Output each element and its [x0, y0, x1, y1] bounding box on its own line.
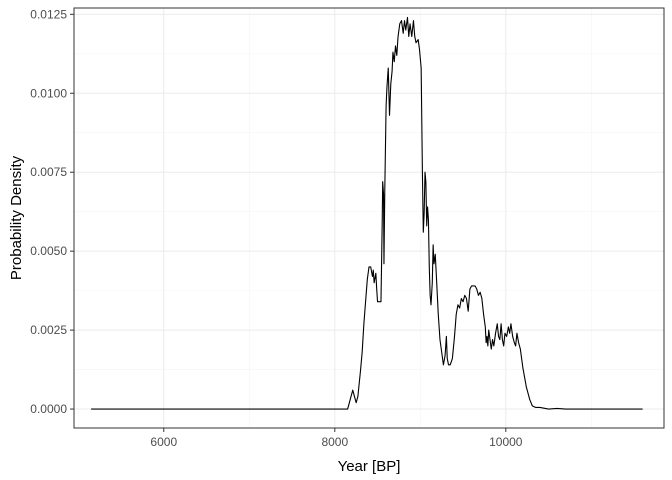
x-axis: 6000 8000 10000: [150, 428, 523, 449]
y-axis: 0.0000 0.0025 0.0050 0.0075 0.0100 0.0125: [30, 7, 74, 416]
grid-lines: [74, 8, 664, 428]
x-tick-label: 8000: [321, 435, 348, 449]
x-axis-title: Year [BP]: [338, 458, 401, 475]
series-layer: [91, 16, 643, 410]
x-tick-label: 10000: [489, 435, 523, 449]
y-tick-label: 0.0100: [30, 86, 67, 100]
plot-panel-border: [73, 7, 665, 429]
y-tick-label: 0.0000: [30, 402, 67, 416]
y-tick-label: 0.0075: [30, 165, 67, 179]
x-tick-label: 6000: [150, 435, 177, 449]
density-line: [91, 16, 643, 410]
y-axis-title: Probability Density: [8, 155, 25, 280]
y-tick-label: 0.0050: [30, 244, 67, 258]
y-tick-label: 0.0125: [30, 7, 67, 21]
y-tick-label: 0.0025: [30, 323, 67, 337]
